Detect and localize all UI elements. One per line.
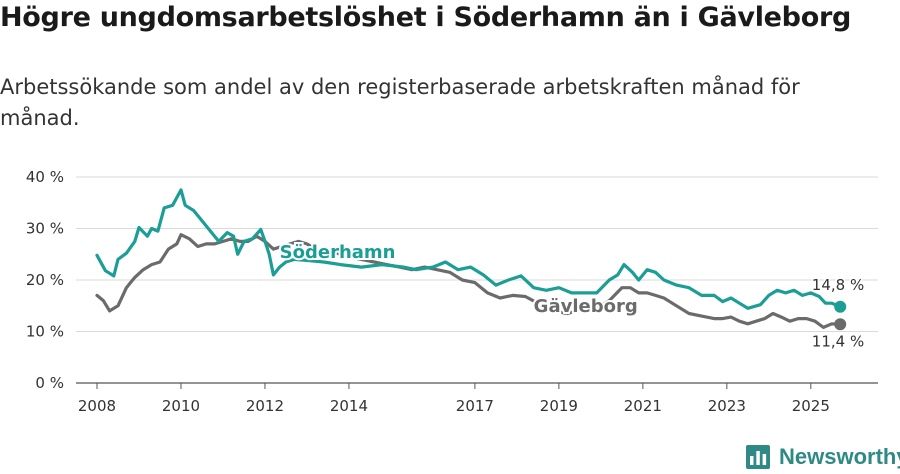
end-label-gavleborg: 11,4 % <box>812 332 864 350</box>
y-tick-label: 40 % <box>26 168 64 186</box>
series-lines <box>95 188 847 331</box>
x-tick-label: 2023 <box>708 397 746 415</box>
x-tick-label: 2025 <box>792 397 830 415</box>
y-tick-label: 20 % <box>26 271 64 289</box>
end-label-soderhamn: 14,8 % <box>812 276 864 294</box>
x-tick-label: 2010 <box>162 397 200 415</box>
brand-name: Newsworthy <box>779 444 900 469</box>
x-tick-label: 2014 <box>330 397 368 415</box>
chart-title: Högre ungdomsarbetslöshet i Söderhamn än… <box>0 2 851 33</box>
series-labels: Söderhamn Gävleborg 14,8 % 11,4 % <box>278 240 866 352</box>
series-label-gavleborg: Gävleborg <box>534 296 638 317</box>
x-tick-label: 2017 <box>456 397 494 415</box>
x-tick-label: 2019 <box>540 397 578 415</box>
y-axis-ticks: 0 % 10 % 20 % 30 % 40 % <box>26 168 64 392</box>
brand[interactable]: Newsworthy <box>744 441 900 473</box>
end-point-gavleborg <box>834 318 847 331</box>
newsworthy-logo-icon <box>746 445 770 469</box>
end-point-soderhamn <box>834 300 847 313</box>
x-tick-label: 2012 <box>246 397 284 415</box>
series-line-gavleborg <box>95 233 842 329</box>
chart-subtitle: Arbetssökande som andel av den registerb… <box>0 75 800 130</box>
y-tick-label: 30 % <box>26 220 64 238</box>
series-line-soderhamn <box>95 188 842 310</box>
x-tick-label: 2008 <box>78 397 116 415</box>
y-tick-label: 10 % <box>26 323 64 341</box>
gridlines <box>76 176 878 384</box>
x-axis: 2008 2010 2012 2014 2017 2019 2021 2023 2025 <box>78 383 830 415</box>
x-tick-label: 2021 <box>624 397 662 415</box>
y-tick-label: 0 % <box>35 374 64 392</box>
series-label-soderhamn: Söderhamn <box>280 242 396 263</box>
